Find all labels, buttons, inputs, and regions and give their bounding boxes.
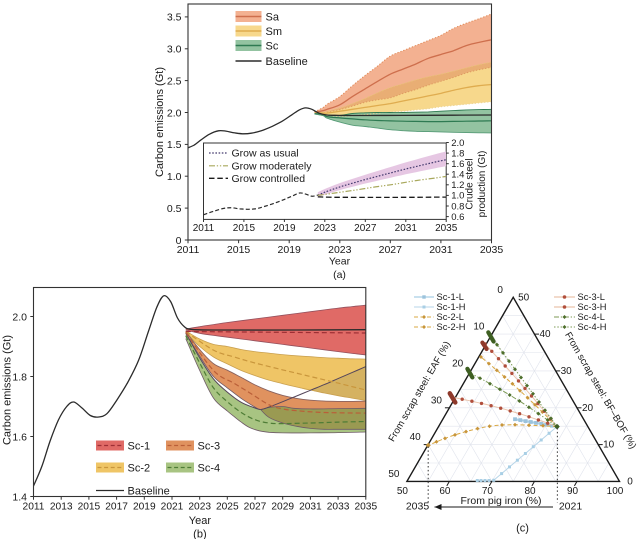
svg-text:2027: 2027 [244, 502, 267, 513]
svg-text:20: 20 [452, 358, 464, 369]
svg-text:Baseline: Baseline [128, 486, 170, 498]
svg-text:2011: 2011 [193, 223, 215, 234]
svg-text:2021: 2021 [161, 502, 184, 513]
svg-text:1.0: 1.0 [451, 191, 464, 202]
svg-text:30: 30 [431, 395, 443, 406]
svg-text:Sc-1: Sc-1 [128, 441, 151, 453]
svg-text:Sc-3: Sc-3 [198, 441, 221, 453]
svg-text:40: 40 [539, 329, 551, 340]
svg-text:2035: 2035 [435, 223, 458, 234]
svg-text:10: 10 [473, 322, 485, 333]
svg-text:2033: 2033 [327, 502, 350, 513]
svg-text:2015: 2015 [78, 502, 101, 513]
svg-text:1.4: 1.4 [451, 170, 464, 181]
svg-text:3.0: 3.0 [167, 44, 182, 56]
svg-text:Year: Year [189, 515, 212, 527]
svg-text:2023: 2023 [314, 223, 337, 234]
svg-text:0.8: 0.8 [451, 201, 464, 212]
svg-text:2019: 2019 [278, 244, 302, 256]
svg-text:Sc-3-L: Sc-3-L [578, 292, 605, 302]
svg-text:80: 80 [524, 486, 536, 497]
svg-text:2.0: 2.0 [12, 311, 27, 323]
svg-text:(b): (b) [193, 529, 206, 540]
svg-text:0: 0 [497, 285, 503, 296]
svg-text:30: 30 [561, 366, 573, 377]
svg-text:40: 40 [410, 432, 422, 443]
svg-text:Year: Year [329, 256, 351, 268]
svg-text:2011: 2011 [177, 244, 200, 256]
svg-text:Carbon emissions (Gt): Carbon emissions (Gt) [2, 335, 14, 445]
svg-text:2029: 2029 [271, 502, 294, 513]
svg-text:Grow as usual: Grow as usual [232, 148, 299, 160]
svg-text:Sc-3-H: Sc-3-H [578, 302, 607, 312]
svg-text:2.5: 2.5 [167, 75, 182, 87]
svg-text:1.4: 1.4 [12, 491, 27, 503]
svg-text:100: 100 [607, 486, 624, 497]
svg-text:Sc: Sc [266, 41, 279, 53]
svg-text:0: 0 [627, 476, 633, 487]
svg-text:0.6: 0.6 [451, 212, 464, 223]
svg-text:Sc-4: Sc-4 [198, 463, 221, 475]
svg-text:60: 60 [439, 486, 451, 497]
svg-text:2027: 2027 [379, 244, 403, 256]
svg-text:Carbon emissions (Gt): Carbon emissions (Gt) [154, 67, 166, 177]
svg-text:90: 90 [567, 486, 579, 497]
svg-text:Baseline: Baseline [266, 56, 308, 68]
svg-text:2013: 2013 [50, 502, 73, 513]
svg-text:1.8: 1.8 [12, 371, 27, 383]
svg-text:2011: 2011 [23, 502, 45, 513]
svg-text:1.6: 1.6 [451, 159, 464, 170]
svg-text:Sa: Sa [266, 12, 280, 24]
svg-text:2.0: 2.0 [167, 107, 182, 119]
svg-text:2031: 2031 [299, 502, 322, 513]
svg-text:2.0: 2.0 [451, 138, 464, 149]
svg-text:2035: 2035 [406, 501, 430, 513]
svg-text:2019: 2019 [133, 502, 156, 513]
svg-text:1.0: 1.0 [167, 171, 182, 183]
svg-text:2017: 2017 [105, 502, 128, 513]
svg-text:3.5: 3.5 [167, 12, 182, 24]
svg-text:50: 50 [388, 469, 400, 480]
svg-text:Grow controlled: Grow controlled [232, 173, 306, 185]
svg-text:2025: 2025 [216, 502, 239, 513]
svg-text:2023: 2023 [328, 244, 352, 256]
svg-text:Sc-1-H: Sc-1-H [437, 302, 466, 312]
svg-text:0: 0 [176, 235, 182, 247]
svg-text:2023: 2023 [188, 502, 211, 513]
svg-text:20: 20 [582, 403, 594, 414]
svg-text:2031: 2031 [429, 244, 453, 256]
svg-text:1.5: 1.5 [167, 139, 182, 151]
svg-text:0.5: 0.5 [167, 203, 182, 215]
svg-text:2035: 2035 [354, 502, 377, 513]
svg-text:Grow moderately: Grow moderately [232, 161, 313, 173]
svg-text:70: 70 [482, 486, 494, 497]
svg-text:2015: 2015 [233, 223, 256, 234]
svg-text:Sc-4-L: Sc-4-L [578, 312, 605, 322]
svg-text:1.6: 1.6 [12, 431, 27, 443]
svg-text:Sc-2-H: Sc-2-H [437, 322, 466, 332]
svg-text:50: 50 [397, 486, 409, 497]
svg-text:Sc-4-H: Sc-4-H [578, 322, 607, 332]
svg-text:Sc-1-L: Sc-1-L [437, 292, 464, 302]
svg-text:2019: 2019 [273, 223, 296, 234]
svg-text:1.2: 1.2 [451, 180, 464, 191]
svg-text:50: 50 [518, 292, 530, 303]
svg-text:2015: 2015 [227, 244, 251, 256]
svg-text:1.8: 1.8 [451, 148, 464, 159]
svg-text:2021: 2021 [559, 501, 583, 513]
svg-text:2027: 2027 [354, 223, 377, 234]
svg-text:Crude steel: Crude steel [465, 158, 476, 209]
svg-text:(a): (a) [333, 269, 346, 281]
svg-text:Sc-2: Sc-2 [128, 463, 151, 475]
svg-text:From pig iron (%): From pig iron (%) [460, 495, 541, 507]
svg-text:(c): (c) [516, 523, 529, 535]
svg-text:2031: 2031 [395, 223, 418, 234]
svg-text:2035: 2035 [480, 244, 504, 256]
svg-text:production (Gt): production (Gt) [477, 151, 488, 218]
svg-text:Sm: Sm [266, 26, 283, 38]
svg-text:Sc-2-L: Sc-2-L [437, 312, 464, 322]
svg-text:10: 10 [603, 440, 615, 451]
